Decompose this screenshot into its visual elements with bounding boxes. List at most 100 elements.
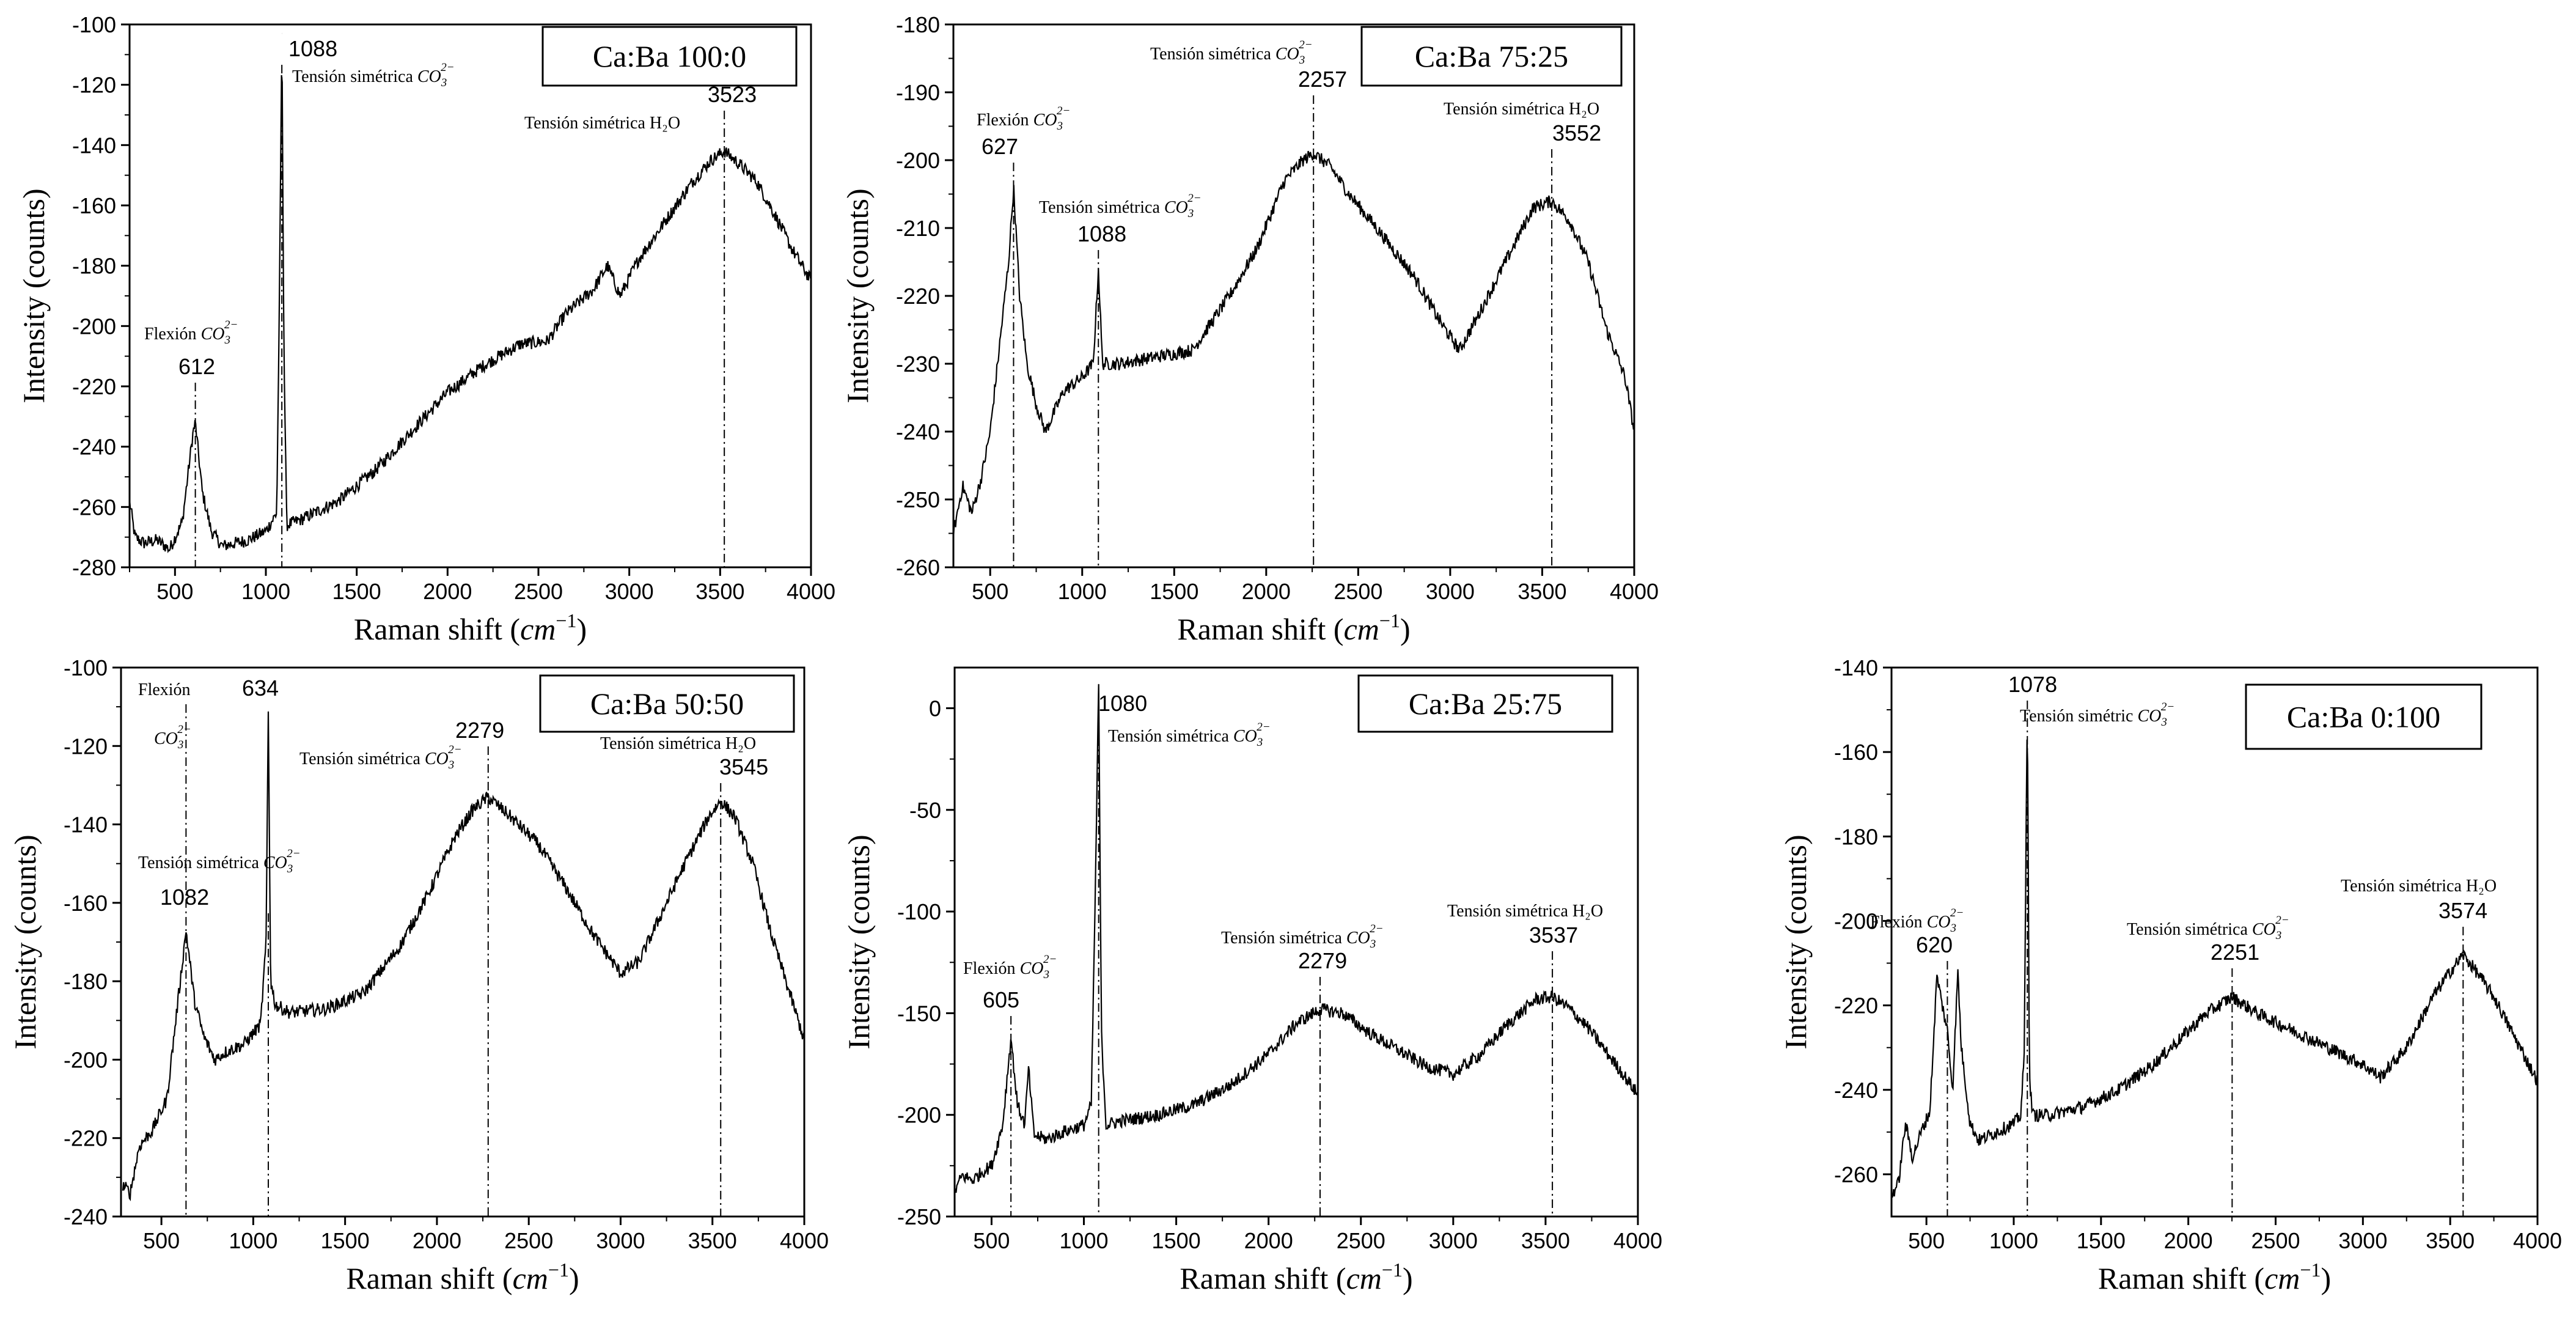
- y-tick-label: -240: [1834, 1078, 1878, 1103]
- sample-title-box: [1360, 26, 1623, 87]
- y-tick-label: -260: [896, 555, 940, 580]
- x-tick-label: 3000: [2338, 1228, 2387, 1253]
- peak-annotation: Flexión CO32−: [144, 318, 238, 347]
- peak-annotation: Tensión simétrica H₂O: [600, 734, 756, 753]
- co3-formula: CO: [1275, 45, 1299, 64]
- peak-value: 3552: [1552, 120, 1601, 145]
- x-tick-label: 3500: [2426, 1228, 2475, 1253]
- spectrum-line: [1892, 692, 2537, 1198]
- plot-frame: [1890, 666, 2539, 1218]
- x-tick-label: 4000: [2513, 1228, 2562, 1253]
- peak-annotation: Tensión simétrica CO32−: [1108, 721, 1271, 749]
- x-tick-label: 500: [156, 579, 193, 604]
- peak-annotation: Tensión simétrica CO32−: [299, 743, 462, 771]
- x-tick-label: 4000: [787, 579, 835, 604]
- peak-annotation: Tensión simétrica H₂O: [1447, 902, 1603, 921]
- x-tick-label: 2500: [1337, 1228, 1385, 1253]
- panel-2: 500 1000 1500 2000 2500 3000 3500 4000 -260 -250 -…: [840, 12, 1659, 646]
- peak-annotation: Tensión simétrica H₂O: [1444, 100, 1599, 119]
- co3-formula: CO: [201, 325, 225, 344]
- y-tick-label: -250: [896, 487, 940, 512]
- sample-title-box: [2245, 683, 2482, 750]
- y-tick-label: -180: [64, 969, 108, 994]
- y-tick-label: -120: [64, 734, 108, 759]
- x-tick-label: 3000: [605, 579, 654, 604]
- panel-1: 500 1000 1500 2000 2500 3000 3500 4000 -280 -260 -…: [17, 12, 835, 646]
- co3-formula: CO: [1927, 913, 1951, 932]
- y-tick-label: -150: [897, 1001, 941, 1026]
- sample-title: Ca:Ba 100:0: [593, 39, 746, 73]
- x-tick-label: 3500: [1521, 1228, 1570, 1253]
- y-tick-label: -220: [72, 374, 116, 399]
- x-axis-label: Raman shift (cm−1): [2098, 1259, 2331, 1295]
- peak-annotation: Tensión simétrica CO32−: [1150, 39, 1313, 67]
- y-tick-label: -280: [72, 555, 116, 580]
- y-axis-label: Intensity (counts): [840, 188, 875, 403]
- x-tick-label: 3000: [596, 1228, 645, 1253]
- sample-title: Ca:Ba 25:75: [1409, 687, 1562, 721]
- x-tick-label: 3000: [1429, 1228, 1478, 1253]
- peak-value: 620: [1916, 932, 1953, 957]
- peak-annotation-formula: CO32−: [154, 723, 191, 751]
- panel-4: 500 1000 1500 2000 2500 3000 3500 4000 -250 -200 -…: [842, 666, 1662, 1295]
- panel-3: 500 1000 1500 2000 2500 3000 3500 4000 -240 -220 -…: [8, 655, 829, 1295]
- x-axis-label: Raman shift (cm−1): [346, 1259, 579, 1295]
- peak-value: 2279: [455, 718, 504, 743]
- sample-title-box: [541, 26, 798, 87]
- peak-value: 627: [982, 134, 1018, 159]
- peak-value: 3523: [708, 82, 757, 107]
- x-tick-label: 500: [1908, 1228, 1945, 1253]
- peak-annotation: Tensión simétric CO32−: [2020, 701, 2174, 729]
- co3-formula: CO: [425, 749, 449, 768]
- x-tick-label: 1000: [1989, 1228, 2038, 1253]
- x-tick-label: 4000: [1610, 579, 1659, 604]
- y-tick-label: -260: [72, 495, 116, 520]
- y-tick-label: -140: [72, 133, 116, 158]
- sample-title-box: [1357, 674, 1613, 733]
- co3-formula: CO: [1233, 727, 1257, 746]
- x-tick-label: 1500: [1152, 1228, 1201, 1253]
- peak-annotation: Tensión simétrica H₂O: [524, 114, 680, 133]
- y-tick-label: -210: [896, 216, 940, 241]
- x-tick-label: 3000: [1426, 579, 1475, 604]
- x-tick-label: 1000: [1058, 579, 1107, 604]
- x-tick-label: 3500: [1517, 579, 1566, 604]
- y-tick-label: -200: [64, 1047, 108, 1072]
- x-tick-label: 3500: [688, 1228, 737, 1253]
- peak-annotation: Flexión CO32−: [1870, 907, 1964, 935]
- x-tick-label: 2000: [1242, 579, 1291, 604]
- co3-formula: CO: [1164, 198, 1188, 217]
- sample-title: Ca:Ba 50:50: [590, 687, 744, 721]
- x-tick-label: 1500: [332, 579, 381, 604]
- co3-formula: CO: [2252, 920, 2276, 939]
- y-tick-label: -180: [72, 254, 116, 279]
- x-tick-label: 500: [972, 579, 1008, 604]
- y-tick-label: -240: [72, 435, 116, 460]
- x-tick-label: 4000: [1613, 1228, 1662, 1253]
- peak-value: 1088: [288, 36, 337, 61]
- co3-formula: CO: [2137, 707, 2161, 726]
- x-tick-label: 1500: [1150, 579, 1198, 604]
- y-tick-label: -260: [1834, 1162, 1878, 1187]
- peak-annotation: Tensión simétrica CO32−: [2127, 914, 2289, 942]
- y-tick-label: -50: [909, 798, 941, 823]
- x-tick-label: 2000: [423, 579, 472, 604]
- x-tick-label: 1000: [229, 1228, 277, 1253]
- x-tick-label: 2500: [514, 579, 563, 604]
- sample-title: Ca:Ba 75:25: [1415, 39, 1568, 73]
- spectrum-line: [130, 32, 811, 554]
- y-tick-label: -220: [1834, 993, 1878, 1018]
- y-tick-label: -120: [72, 73, 116, 98]
- peak-value: 1078: [2008, 672, 2057, 697]
- co3-formula: CO: [1346, 929, 1370, 948]
- y-tick-label: -250: [897, 1204, 941, 1229]
- co3-formula: CO: [417, 67, 441, 86]
- y-tick-label: -190: [896, 80, 940, 105]
- y-tick-label: -100: [897, 899, 941, 924]
- peak-annotation: Flexión CO32−: [963, 953, 1057, 981]
- x-tick-label: 2500: [1334, 579, 1382, 604]
- y-tick-label: 0: [929, 696, 941, 721]
- x-tick-label: 1500: [321, 1228, 370, 1253]
- peak-annotation: Tensión simétrica H₂O: [2341, 877, 2497, 896]
- peak-value: 1088: [1077, 221, 1126, 246]
